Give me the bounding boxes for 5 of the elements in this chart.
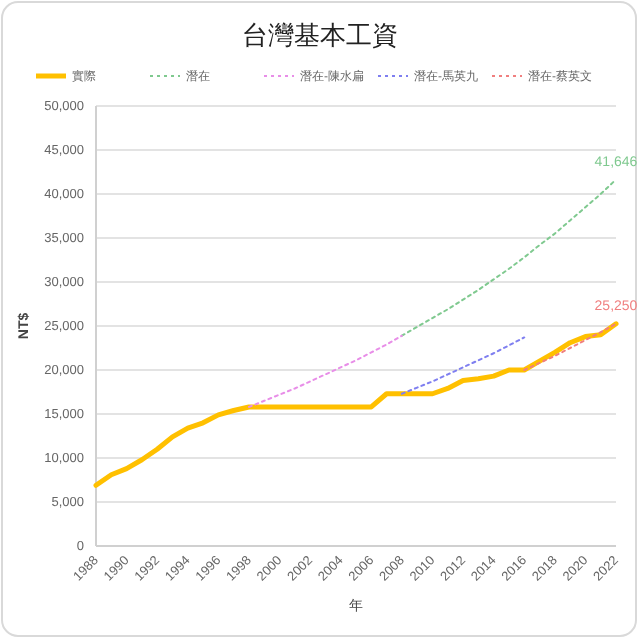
line-series [247, 334, 403, 408]
chart-title: 台灣基本工資 [242, 20, 398, 50]
line-series [400, 336, 526, 395]
line-series [523, 322, 617, 371]
line-series [93, 321, 619, 488]
